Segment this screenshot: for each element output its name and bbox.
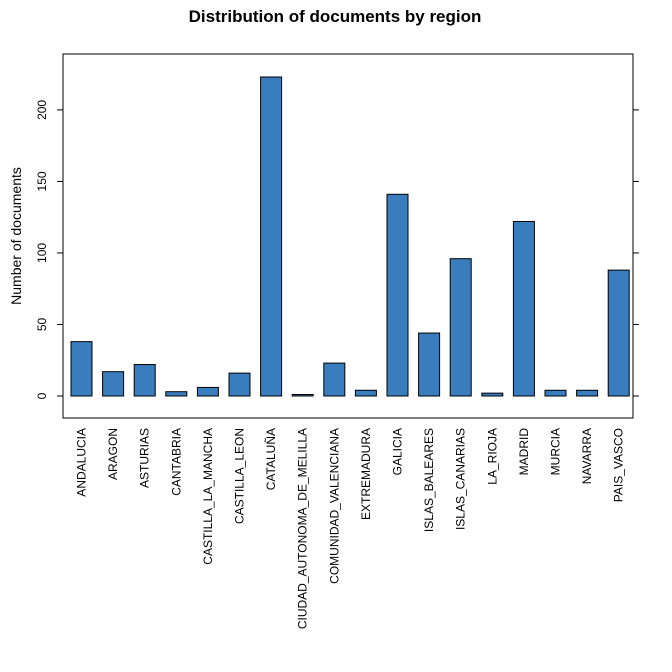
bar xyxy=(323,362,346,397)
y-tick-label: 150 xyxy=(35,171,49,191)
x-tick-label: MURCIA xyxy=(549,428,563,475)
bar xyxy=(607,269,630,397)
y-tick-label: 0 xyxy=(35,392,49,399)
x-tick-label: ANDALUCIA xyxy=(75,428,89,497)
x-tick-label: PAIS_VASCO xyxy=(612,428,626,502)
x-tick-label: LA_RIOJA xyxy=(485,428,499,485)
bar xyxy=(386,193,409,397)
x-tick-label: CATALUÑA xyxy=(264,428,278,490)
bar xyxy=(449,258,472,397)
x-tick-label: MADRID xyxy=(517,428,531,476)
x-tick-label: NAVARRA xyxy=(580,428,594,484)
y-axis-label: Number of documents xyxy=(8,167,24,305)
x-axis-labels: ANDALUCIA ARAGON ASTURIAS CANTABRIA CASTILLA… xyxy=(75,428,626,629)
bar xyxy=(70,341,93,397)
x-tick-label: ARAGON xyxy=(106,428,120,480)
bar xyxy=(165,391,188,397)
bar xyxy=(291,394,314,397)
y-tick-label: 100 xyxy=(35,243,49,263)
bar xyxy=(544,389,567,397)
y-axis: 0 50 100 150 200 xyxy=(35,100,63,399)
bar xyxy=(133,364,156,397)
x-tick-label: CASTILLA_LEON xyxy=(233,428,247,524)
bar xyxy=(354,389,377,397)
bar xyxy=(196,386,219,397)
y-tick-label: 50 xyxy=(35,317,49,331)
x-tick-label: ISLAS_BALEARES xyxy=(422,428,436,532)
x-tick-label: CIUDAD_AUTONOMA_DE_MELILLA xyxy=(296,428,310,629)
bar xyxy=(228,372,251,397)
right-tick-marks xyxy=(633,109,639,397)
chart-title: Distribution of documents by region xyxy=(189,7,482,26)
x-tick-label: ISLAS_CANARIAS xyxy=(454,428,468,530)
x-tick-label: CASTILLA_LA_MANCHA xyxy=(201,428,215,565)
bar xyxy=(260,76,283,397)
plot-frame xyxy=(62,53,634,419)
bar xyxy=(512,220,535,397)
bar xyxy=(102,371,125,397)
bars xyxy=(70,76,630,397)
x-tick-label: GALICIA xyxy=(391,428,405,475)
x-tick-label: EXTREMADURA xyxy=(359,428,373,520)
bar xyxy=(481,392,504,397)
bar xyxy=(418,332,441,397)
x-tick-label: CANTABRIA xyxy=(169,428,183,496)
x-tick-label: ASTURIAS xyxy=(138,428,152,488)
bar xyxy=(576,389,599,397)
y-tick-label: 200 xyxy=(35,100,49,120)
x-tick-label: COMUNIDAD_VALENCIANA xyxy=(327,428,341,584)
